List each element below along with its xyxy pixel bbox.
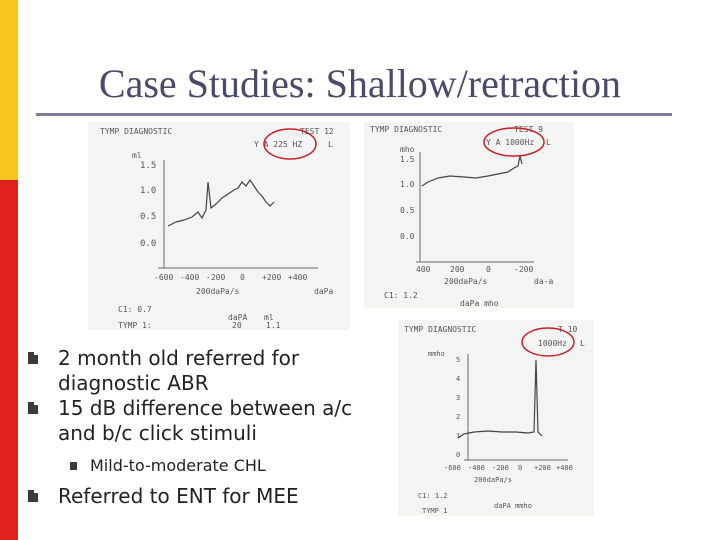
tymp3-xtick-6: +400 bbox=[556, 464, 573, 472]
tymp1-ytick-0-5: 0.5 bbox=[140, 212, 156, 222]
tymp2-xtick-1: 400 bbox=[416, 265, 431, 274]
tymp3-xtick-4: 0 bbox=[518, 464, 522, 472]
tymp1-trace bbox=[167, 178, 275, 227]
bullet-item: Referred to ENT for MEE bbox=[24, 484, 384, 509]
tymp3-c1: C1: 1.2 bbox=[418, 492, 448, 500]
tympanogram-1000hz-a: TYMP DIAGNOSTIC TEST 9 Y A 1000Hz L mho … bbox=[370, 125, 553, 308]
tymp3-xtick-3: -200 bbox=[492, 464, 509, 472]
tymp2-bottom-labels: daPa mho bbox=[460, 299, 499, 308]
sub-bullet-text: Mild-to-moderate CHL bbox=[90, 456, 266, 475]
tymp1-probe: Y A 225 HZ bbox=[254, 140, 302, 149]
bullet-item: 2 month old referred for diagnostic ABR bbox=[24, 346, 384, 396]
tymp1-dapa-value: 20 bbox=[232, 321, 242, 330]
tymp3-ytick-4: 4 bbox=[456, 375, 460, 383]
slide-title: Case Studies: Shallow/retraction bbox=[98, 61, 622, 106]
tymp1-xtick-3: -200 bbox=[206, 273, 225, 282]
tymp1-ml-value: 1.1 bbox=[266, 321, 281, 330]
tymp3-xtick-5: +200 bbox=[534, 464, 551, 472]
tymp1-tymp-label: TYMP 1: bbox=[118, 321, 152, 330]
bullet-marker-icon bbox=[28, 352, 38, 364]
tymp2-xtick-2: 200 bbox=[450, 265, 465, 274]
tympanogram-1000hz-scan-a: TYMP DIAGNOSTIC TEST 9 Y A 1000Hz L mho … bbox=[364, 122, 574, 308]
title-underline bbox=[36, 113, 672, 116]
bullet-text: 15 dB difference between a/c and b/c cli… bbox=[58, 396, 353, 445]
tymp2-xlabel: da-a bbox=[534, 277, 553, 286]
tymp2-xunit: 200daPa/s bbox=[444, 277, 488, 286]
tymp2-header: TYMP DIAGNOSTIC bbox=[370, 125, 442, 134]
tymp1-header: TYMP DIAGNOSTIC bbox=[100, 127, 172, 136]
tymp1-ytick-1-5: 1.5 bbox=[140, 161, 156, 171]
tymp1-xtick-1: -600 bbox=[154, 273, 173, 282]
tymp3-header: TYMP DIAGNOSTIC bbox=[404, 325, 476, 334]
tymp1-ytick-0-0: 0.0 bbox=[140, 239, 156, 249]
tymp1-dapa-label: daPA bbox=[228, 313, 247, 322]
tymp1-probe-circle bbox=[263, 128, 317, 160]
bullet-text: 2 month old referred for diagnostic ABR bbox=[58, 346, 300, 395]
tymp1-xtick-2: -400 bbox=[180, 273, 199, 282]
tymp3-ytick-5: 5 bbox=[456, 356, 460, 364]
tymp3-ytick-2: 2 bbox=[456, 413, 460, 421]
tympanogram-1000hz-scan-b: TYMP DIAGNOSTIC T 10 1000Hz L mmho 5 4 3… bbox=[398, 320, 594, 516]
tymp3-probe-circle bbox=[521, 327, 575, 357]
tymp3-ytick-3: 3 bbox=[456, 394, 460, 402]
bullet-item: 15 dB difference between a/c and b/c cli… bbox=[24, 396, 384, 446]
tymp1-xtick-6: +400 bbox=[288, 273, 307, 282]
tymp3-trace bbox=[457, 359, 543, 439]
tymp3-ytick-1: 1 bbox=[456, 432, 460, 440]
tymp2-trace bbox=[421, 155, 523, 187]
bullet-marker-icon bbox=[28, 402, 38, 414]
tymp1-ytick-1-0: 1.0 bbox=[140, 186, 156, 196]
accent-stripe-red bbox=[0, 180, 18, 540]
tymp2-ytick-1-5: 1.5 bbox=[400, 155, 415, 164]
tymp3-probe: 1000Hz bbox=[538, 339, 567, 348]
tymp1-xtick-4: 0 bbox=[240, 273, 245, 282]
tymp1-c1: C1: 0.7 bbox=[118, 305, 152, 314]
tymp3-xtick-1: -600 bbox=[444, 464, 461, 472]
tymp1-xtick-5: +200 bbox=[262, 273, 281, 282]
bullet-marker-icon bbox=[28, 490, 38, 502]
tymp3-tymp-label: TYMP 1 bbox=[422, 507, 447, 515]
tymp3-test: T 10 bbox=[558, 325, 577, 334]
tymp3-xunit: 200daPa/s bbox=[474, 476, 512, 484]
tymp2-probe-circle bbox=[483, 127, 545, 157]
tymp3-xtick-2: -400 bbox=[468, 464, 485, 472]
tymp1-xunit: 200daPa/s bbox=[196, 287, 240, 296]
tympanogram-226hz: TYMP DIAGNOSTIC TEST 12 Y A 225 HZ L ml … bbox=[100, 127, 334, 330]
tymp1-ylabel: ml bbox=[132, 151, 142, 160]
tymp2-ytick-1-0: 1.0 bbox=[400, 180, 415, 189]
tymp1-ml-label: ml bbox=[264, 313, 274, 322]
tymp1-ear: L bbox=[328, 140, 333, 149]
tymp2-ytick-0-0: 0.0 bbox=[400, 232, 415, 241]
tymp3-ytick-0: 0 bbox=[456, 451, 460, 459]
bullet-text: Referred to ENT for MEE bbox=[58, 484, 299, 508]
tymp2-xtick-3: 0 bbox=[486, 265, 491, 274]
tymp3-bottom-labels: daPA mmho bbox=[494, 502, 532, 510]
tympanogram-1000hz-b: TYMP DIAGNOSTIC T 10 1000Hz L mmho 5 4 3… bbox=[404, 325, 585, 515]
tymp3-ear: L bbox=[580, 339, 585, 348]
tymp1-xlabel: daPa bbox=[314, 287, 333, 296]
tympanogram-226hz-scan: TYMP DIAGNOSTIC TEST 12 Y A 225 HZ L ml … bbox=[88, 122, 350, 330]
tymp2-ytick-0-5: 0.5 bbox=[400, 206, 415, 215]
tymp2-xtick-4: -200 bbox=[514, 265, 533, 274]
bullet-list: 2 month old referred for diagnostic ABR … bbox=[24, 346, 384, 509]
tymp1-test: TEST 12 bbox=[300, 127, 334, 136]
tymp2-ear: L bbox=[546, 138, 551, 147]
sub-bullet-item: Mild-to-moderate CHL bbox=[70, 454, 384, 478]
tymp2-ylabel: mho bbox=[400, 145, 415, 154]
tymp2-c1: C1: 1.2 bbox=[384, 291, 418, 300]
tymp3-ylabel: mmho bbox=[428, 350, 445, 358]
sub-bullet-marker-icon bbox=[70, 462, 77, 470]
tymp2-probe: Y A 1000Hz bbox=[486, 138, 534, 147]
accent-stripe-yellow bbox=[0, 0, 18, 180]
